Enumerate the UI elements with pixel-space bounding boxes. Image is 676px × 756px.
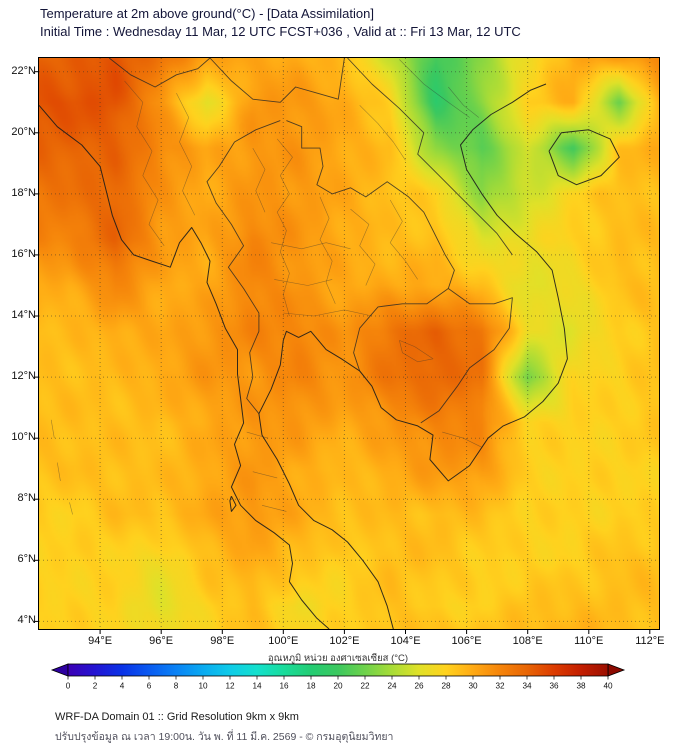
colorbar-under-arrow [50,663,69,677]
province-border [399,59,470,118]
province-border [252,147,266,213]
lon-tick-label: 108°E [512,635,543,647]
province-border [399,340,434,363]
lon-tick-label: 96°E [149,635,174,647]
lon-tick-label: 112°E [635,635,665,647]
colorbar-tick-label: 0 [66,682,71,691]
colorbar-tick-label: 4 [120,682,125,691]
province-border [69,502,73,515]
colorbar-tick-label: 8 [174,682,179,691]
province-border [261,505,287,512]
colorbar-gradient [67,663,609,677]
update-info: ปรับปรุงข้อมูล ณ เวลา 19:00น. วัน พ. ที่… [55,731,394,743]
lon-tick-label: 104°E [390,635,421,647]
lon-tick-label: 100°E [268,635,299,647]
coastline [258,83,568,630]
province-border [176,92,196,216]
colorbar-title: อุณหภูมิ หน่วย องศาเซลเซียส (°C) [267,653,409,664]
colorbar-tick-label: 38 [576,682,586,691]
province-border [448,86,479,118]
colorbar-tick-label: 18 [306,682,316,691]
colorbar-tick-label: 10 [198,682,208,691]
colorbar-tick-label: 22 [360,682,370,691]
lat-tick-label: 12°N [11,370,36,383]
lat-tick-label: 18°N [11,186,36,199]
province-border [319,196,336,304]
colorbar-svg: 0 2 4 6 8 10 12 14 16 18 20 22 24 26 28 30 32 34 36 38 40 [50,663,626,691]
province-border [359,105,406,161]
province-border [57,462,61,481]
lat-tick-label: 4°N [17,614,36,627]
national-border [420,288,513,424]
lon-tick-label: 94°E [88,635,113,647]
national-border [206,120,281,414]
national-border [286,120,455,289]
lon-tick-label: 106°E [451,635,482,647]
national-border [209,57,345,103]
province-border [271,242,351,250]
lon-tick-label: 102°E [329,635,360,647]
colorbar-tick-label: 30 [468,682,478,691]
province-border [246,431,269,439]
colorbar-tick-label: 26 [414,682,424,691]
colorbar-tick-label: 12 [225,682,235,691]
lon-tick-label: 110°E [574,635,604,647]
map-title: Temperature at 2m above ground(°C) - [Da… [40,6,374,21]
province-border [389,199,418,280]
lat-tick-label: 20°N [11,125,36,138]
model-info: WRF-DA Domain 01 :: Grid Resolution 9km … [55,711,299,723]
lat-tick-label: 6°N [17,553,36,566]
lat-tick-label: 10°N [11,431,36,444]
colorbar-over-arrow [607,663,626,677]
national-border [108,57,211,88]
national-border [347,57,513,256]
colorbar-tick-label: 6 [147,682,152,691]
map-overlay [34,57,659,634]
colorbar-tick-label: 40 [603,682,613,691]
province-border [50,419,55,439]
province-border [350,208,376,286]
lat-tick-label: 16°N [11,247,36,260]
coastline [38,104,330,630]
map-plot-area [34,57,660,634]
province-border [252,471,278,479]
lat-tick-label: 22°N [11,64,36,77]
province-border [124,80,165,246]
colorbar-tick-label: 2 [93,682,98,691]
map-subtitle: Initial Time : Wednesday 11 Mar, 12 UTC … [40,24,521,39]
temperature-heatmap [39,58,659,629]
colorbar-tick-label: 14 [252,682,262,691]
colorbar-tick-label: 16 [279,682,289,691]
province-border [276,138,293,317]
lon-tick-label: 98°E [210,635,235,647]
province-border [283,309,372,317]
coastline [548,129,620,186]
colorbar-tick-label: 32 [495,682,505,691]
lat-tick-label: 14°N [11,309,36,322]
colorbar-tick-label: 36 [549,682,559,691]
colorbar-tick-label: 28 [441,682,451,691]
colorbar-tick-label: 24 [387,682,397,691]
colorbar-tick-label: 34 [522,682,532,691]
national-border [353,288,449,372]
colorbar-tick-label: 20 [333,682,343,691]
province-border [442,431,483,448]
province-border [274,279,333,286]
lat-tick-label: 8°N [17,492,36,505]
coastline [229,495,237,512]
